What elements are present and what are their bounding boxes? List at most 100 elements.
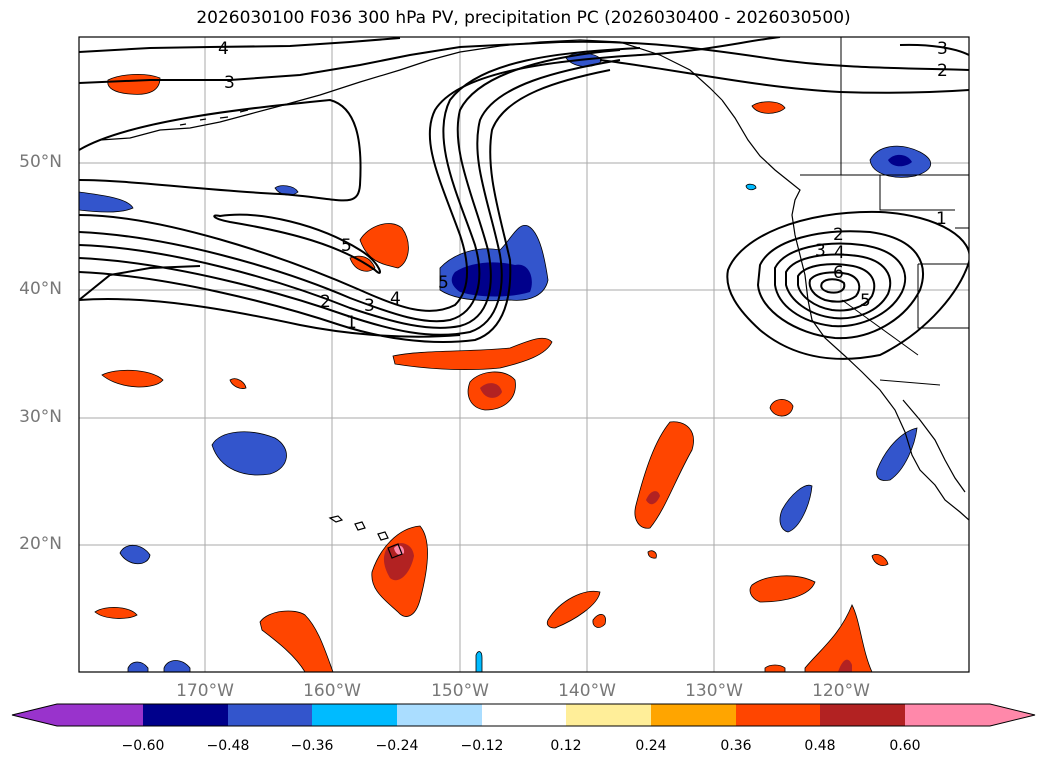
contour-label: 2: [833, 225, 844, 245]
lon-label-120w: 120°W: [812, 681, 870, 701]
pv-contour-nw-loop: [79, 98, 362, 202]
contour-label: 3: [937, 39, 948, 59]
contour-label: 5: [860, 291, 871, 311]
pv-contour-top-right-c: [899, 43, 969, 56]
colorbar-tick: −0.48: [206, 738, 250, 754]
pv-contour-west-bottom: [79, 265, 201, 301]
pv-contours-east: [726, 210, 969, 360]
state-border-4: [917, 264, 969, 329]
neg-patch-subtropic: [779, 484, 813, 533]
pv-cutoff-3: [774, 242, 907, 328]
pos-patch-south-1: [546, 590, 601, 629]
pv-cutoff-1: [726, 210, 969, 360]
contour-label: 4: [834, 243, 845, 263]
pv-cutoff-6: [808, 271, 861, 303]
lon-label-160w: 160°W: [303, 681, 361, 701]
pv-cutoff-2: [756, 230, 924, 340]
pos-patch-mid-2: [349, 255, 376, 272]
pos-patch-south-4-core: [838, 659, 852, 672]
colorbar-outline: [11, 703, 1036, 727]
pv-cutoff-inner: [820, 278, 846, 294]
contour-label: 6: [833, 263, 844, 283]
pos-patch-south-4: [804, 604, 873, 672]
colorbar-extend-low: [12, 704, 58, 726]
pv-contours-west: [79, 37, 969, 344]
pv-jet-4: [79, 59, 621, 336]
aleutian-coast: [99, 39, 723, 141]
contour-label: 1: [936, 209, 947, 229]
pv-jet-1: [79, 37, 781, 312]
neg-patch-socal: [876, 427, 918, 481]
mexico-border: [879, 379, 941, 386]
neg-patch-central-core: [451, 262, 532, 297]
pos-patch-sw-2: [94, 607, 138, 619]
colorbar-bin: [820, 704, 905, 726]
pv-jet-5: [79, 69, 611, 344]
colorbar-bin: [651, 704, 736, 726]
lat-label-30n: 30°N: [19, 407, 62, 427]
colorbar-tick: 0.24: [635, 738, 667, 754]
pv-cutoff-4: [785, 253, 892, 320]
pos-patch-alaska-gulf: [751, 101, 786, 114]
map-title: 2026030100 F036 300 hPa PV, precipitatio…: [196, 8, 851, 28]
hawaii-island-1: [328, 515, 344, 523]
lat-label-50n: 50°N: [19, 152, 62, 172]
pos-patch-bottom: [764, 664, 786, 672]
colorbar-tick: −0.36: [290, 738, 334, 754]
contour-label: 1: [346, 313, 357, 333]
pos-patch-mid-1: [359, 223, 409, 269]
pos-patch-tiny: [647, 550, 657, 559]
state-border-1: [879, 175, 955, 211]
colorbar-tick: −0.24: [375, 738, 419, 754]
neg-patch-far-west: [79, 191, 134, 213]
contour-labels: 4 3 5 2 3 4 1 5 3 2 1 2 3 4 6 5: [218, 39, 948, 333]
colorbar-tick: 0.60: [889, 738, 921, 754]
pv-contour-3-top: [79, 41, 561, 84]
pv-jet-3: [79, 49, 621, 329]
pos-patch-sw-1: [259, 610, 334, 672]
colorbar-bin: [482, 704, 566, 726]
pos-patch-small-32n: [229, 378, 247, 389]
colorbar-bin: [57, 704, 143, 726]
contour-label: 3: [364, 296, 375, 316]
contour-label: 2: [937, 61, 948, 81]
neg-patch-bottom-3: [475, 651, 483, 672]
neg-patch-westcoast-core: [888, 154, 912, 167]
pv-contour-top-right-b: [599, 59, 969, 94]
colorbar-tick: 0.48: [804, 738, 836, 754]
colorbar-bin: [143, 704, 228, 726]
colorbar-tick: −0.60: [121, 738, 165, 754]
colorbar-bin: [312, 704, 397, 726]
aleutian-islands: [179, 109, 249, 126]
colorbar-tick: 0.36: [720, 738, 752, 754]
colorbar-tick: 0.12: [550, 738, 582, 754]
colorbar-bin: [905, 704, 991, 726]
pos-patch-hawaii-core: [383, 543, 414, 581]
pos-patch-south-2: [592, 614, 606, 628]
contour-label: 5: [438, 273, 449, 293]
pv-jet-2: [79, 47, 641, 323]
neg-patch-west-20n: [119, 544, 151, 565]
precip-positive-patches: [94, 74, 889, 672]
contour-label: 2: [320, 292, 331, 312]
hawaii-island-3: [377, 531, 389, 541]
pos-patch-blob-core: [480, 383, 502, 398]
pv-contour-4-top: [79, 37, 401, 53]
pv-contour-top-right-a: [559, 40, 969, 71]
contour-label: 4: [390, 289, 401, 309]
pos-patch-streak-core: [646, 491, 660, 505]
contour-label: 4: [218, 39, 229, 59]
lon-label-140w: 140°W: [558, 681, 616, 701]
baja-coast: [902, 399, 966, 493]
pos-patch-south-3: [749, 575, 816, 603]
lon-label-150w: 150°W: [431, 681, 489, 701]
map-frame: [78, 36, 970, 673]
lat-label-40n: 40°N: [19, 279, 62, 299]
colorbar-tick: −0.12: [460, 738, 504, 754]
hawaii-island-2: [354, 521, 366, 531]
colorbar-bin: [228, 704, 312, 726]
lat-label-20n: 20°N: [19, 534, 62, 554]
colorbar-bin: [566, 704, 651, 726]
